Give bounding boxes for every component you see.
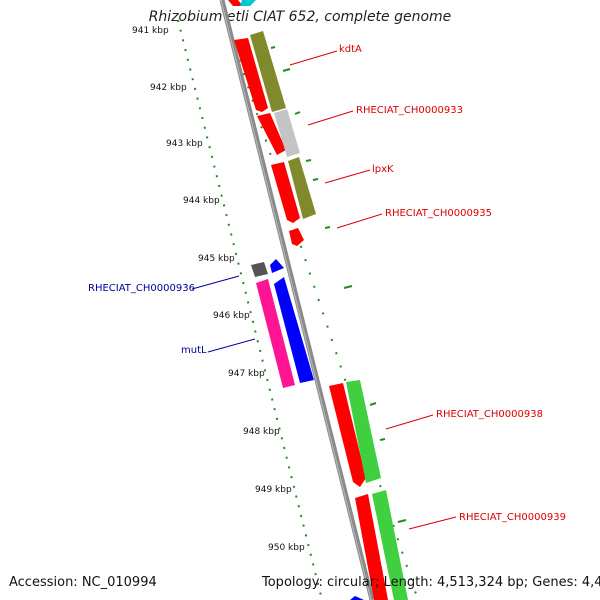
cds-RHECIAT_CH0000939	[355, 494, 388, 600]
cds-RHECIAT_CH0000935	[289, 228, 304, 246]
gene-label: kdtA	[339, 44, 362, 55]
cds-RHECIAT_CH0000936	[270, 259, 284, 273]
kbp-tick: 943 kbp	[166, 139, 203, 149]
gene-RHECIAT_CH0000933	[274, 109, 300, 157]
gene-label: RHECIAT_CH0000938	[436, 409, 543, 420]
topology-label: Topology: circular; Length: 4,513,324 bp…	[262, 575, 600, 590]
gene-mutL	[256, 279, 295, 388]
cds-lpxK	[271, 162, 300, 223]
genome-backbone	[219, 0, 375, 600]
gene-lpxK	[288, 157, 316, 219]
gene-RHECIAT_CH0000939	[372, 490, 408, 600]
backbone-highlight	[220, 0, 372, 600]
gene-labels: kdtA RHECIAT_CH0000933 lpxK RHECIAT_CH00…	[88, 44, 566, 523]
cds-mutL	[274, 277, 314, 383]
gene-label: lpxK	[372, 164, 394, 175]
cds-partial-bottom	[350, 596, 364, 600]
kbp-tick: 941 kbp	[132, 26, 169, 36]
gene-label: RHECIAT_CH0000935	[385, 208, 492, 219]
kbp-tick: 945 kbp	[198, 254, 235, 264]
kbp-tick: 942 kbp	[150, 83, 187, 93]
gene-RHECIAT_CH0000938	[346, 380, 381, 483]
gene-label: mutL	[181, 345, 207, 356]
kbp-tick: 950 kbp	[268, 543, 305, 553]
kbp-tick-labels: 941 kbp 942 kbp 943 kbp 944 kbp 945 kbp …	[132, 26, 305, 553]
gene-partial-top-red	[228, 0, 243, 6]
gene-RHECIAT_CH0000936	[251, 262, 268, 277]
gene-label: RHECIAT_CH0000933	[356, 105, 463, 116]
gene-label: RHECIAT_CH0000939	[459, 512, 566, 523]
kbp-tick: 949 kbp	[255, 485, 292, 495]
kbp-tick: 947 kbp	[228, 369, 265, 379]
gene-kdtA	[250, 31, 286, 112]
gene-label-leaders	[191, 50, 457, 530]
gene-partial-top-cyan	[240, 0, 256, 6]
gene-label: RHECIAT_CH0000936	[88, 283, 195, 294]
gc-marks	[270, 46, 407, 523]
cds-RHECIAT_CH0000933	[257, 113, 286, 155]
kbp-tick: 948 kbp	[243, 427, 280, 437]
kbp-tick: 946 kbp	[213, 311, 250, 321]
kbp-tick: 944 kbp	[183, 196, 220, 206]
cds-kdtA	[234, 38, 268, 112]
cds-RHECIAT_CH0000938	[329, 383, 366, 487]
accession-label: Accession: NC_010994	[9, 575, 157, 590]
